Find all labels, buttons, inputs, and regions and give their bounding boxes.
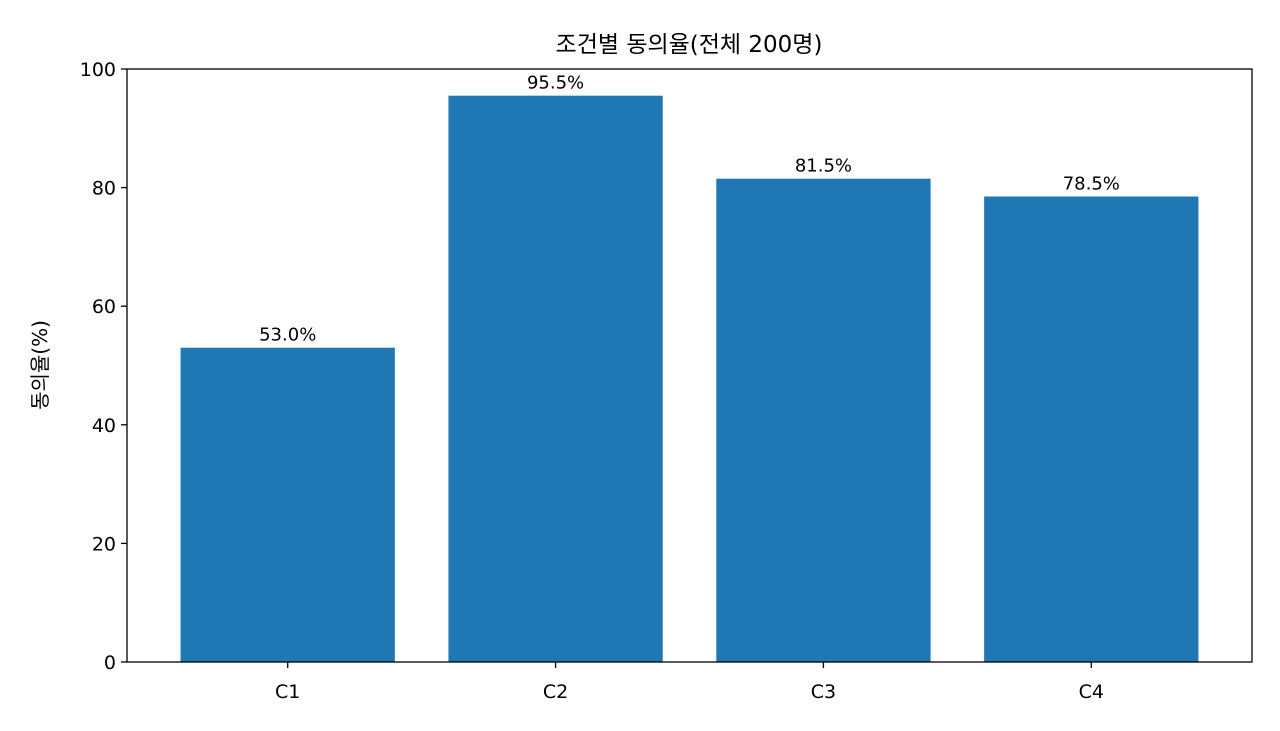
x-tick-label: C1	[275, 681, 300, 703]
y-tick-label: 80	[92, 178, 116, 200]
y-axis-ticks: 0 20 40 60 80 100	[80, 59, 127, 674]
bar-c4	[984, 196, 1199, 662]
plot-frame	[126, 68, 1253, 663]
x-tick-label: C3	[811, 681, 836, 703]
bar-c1	[180, 347, 395, 662]
bar-c3	[716, 178, 931, 662]
bar-c2	[448, 95, 663, 662]
y-tick-label: 0	[104, 652, 116, 674]
bar-value-label: 78.5%	[1063, 174, 1120, 195]
y-tick-label: 100	[80, 59, 116, 81]
y-tick-label: 60	[92, 296, 116, 318]
x-tick-label: C4	[1079, 681, 1104, 703]
bars-group	[180, 95, 1199, 662]
bar-value-label: 95.5%	[527, 73, 584, 94]
chart-title: 조건별 동의율(전체 200명)	[556, 32, 823, 58]
x-tick-label: C2	[543, 681, 568, 703]
x-axis-ticks: C1 C2 C3 C4	[275, 662, 1104, 703]
bar-value-label: 53.0%	[259, 325, 316, 346]
y-axis-label: 동의율(%)	[28, 320, 52, 410]
y-tick-label: 40	[92, 415, 116, 437]
bar-labels-group: 53.0% 95.5% 81.5% 78.5%	[259, 73, 1120, 346]
y-tick-label: 20	[92, 533, 116, 555]
bar-value-label: 81.5%	[795, 156, 852, 177]
